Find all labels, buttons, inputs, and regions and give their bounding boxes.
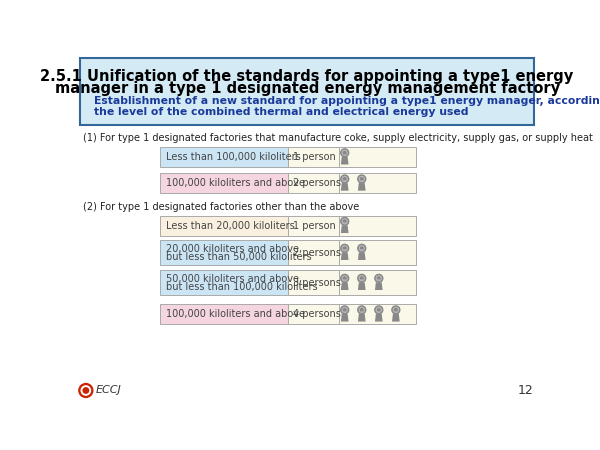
FancyBboxPatch shape [160, 173, 288, 194]
Polygon shape [375, 283, 383, 290]
FancyBboxPatch shape [80, 58, 534, 125]
Text: Establishment of a new standard for appointing a type1 energy manager, according: Establishment of a new standard for appo… [94, 96, 600, 106]
Circle shape [341, 274, 349, 282]
Circle shape [341, 306, 349, 314]
Text: 100,000 kiloliters and above: 100,000 kiloliters and above [166, 178, 305, 189]
Circle shape [375, 274, 383, 282]
Circle shape [358, 244, 366, 252]
Text: 1 person: 1 person [293, 220, 335, 231]
Text: 50,000 kiloliters and above,: 50,000 kiloliters and above, [166, 274, 302, 284]
Text: 12: 12 [518, 384, 534, 397]
Circle shape [375, 306, 383, 314]
Text: 1 person: 1 person [293, 152, 335, 162]
Circle shape [358, 175, 366, 183]
Circle shape [392, 306, 400, 314]
Circle shape [358, 306, 366, 314]
FancyBboxPatch shape [160, 304, 288, 324]
Circle shape [341, 217, 349, 225]
Text: but less than 50,000 kiloliters: but less than 50,000 kiloliters [166, 252, 311, 262]
Text: 20,000 kiloliters and above,: 20,000 kiloliters and above, [166, 244, 302, 254]
Polygon shape [341, 183, 349, 191]
FancyBboxPatch shape [288, 173, 338, 194]
FancyBboxPatch shape [338, 173, 416, 194]
Polygon shape [341, 314, 349, 322]
FancyBboxPatch shape [288, 304, 338, 324]
Polygon shape [341, 225, 349, 233]
FancyBboxPatch shape [288, 216, 338, 236]
Polygon shape [341, 252, 349, 260]
FancyBboxPatch shape [288, 270, 338, 295]
FancyBboxPatch shape [338, 240, 416, 265]
Polygon shape [341, 157, 349, 165]
Polygon shape [375, 314, 383, 322]
Polygon shape [341, 283, 349, 290]
Text: ECCJ: ECCJ [96, 386, 122, 396]
FancyBboxPatch shape [288, 240, 338, 265]
FancyBboxPatch shape [338, 216, 416, 236]
Text: (2) For type 1 designated factories other than the above: (2) For type 1 designated factories othe… [83, 202, 359, 212]
Circle shape [341, 149, 349, 157]
Text: Less than 100,000 kiloliters: Less than 100,000 kiloliters [166, 152, 301, 162]
Polygon shape [358, 314, 365, 322]
Polygon shape [358, 283, 365, 290]
Circle shape [358, 274, 366, 282]
Circle shape [341, 244, 349, 252]
Text: 100,000 kiloliters and above: 100,000 kiloliters and above [166, 309, 305, 319]
FancyBboxPatch shape [288, 147, 338, 167]
Circle shape [83, 388, 89, 393]
FancyBboxPatch shape [160, 270, 288, 295]
Text: 4 persons: 4 persons [293, 309, 341, 319]
Text: the level of the combined thermal and electrical energy used: the level of the combined thermal and el… [94, 107, 469, 117]
Text: 2 persons: 2 persons [293, 178, 341, 189]
Polygon shape [392, 314, 400, 322]
Polygon shape [358, 183, 365, 191]
FancyBboxPatch shape [338, 270, 416, 295]
Text: (1) For type 1 designated factories that manufacture coke, supply electricity, s: (1) For type 1 designated factories that… [83, 133, 593, 143]
Text: 3 persons: 3 persons [293, 278, 341, 288]
FancyBboxPatch shape [338, 147, 416, 167]
Circle shape [79, 383, 93, 397]
Text: 2 persons: 2 persons [293, 248, 341, 258]
Text: 2.5.1 Unification of the standards for appointing a type1 energy: 2.5.1 Unification of the standards for a… [40, 69, 574, 84]
FancyBboxPatch shape [338, 304, 416, 324]
Text: manager in a type 1 designated energy management factory: manager in a type 1 designated energy ma… [55, 81, 560, 96]
Text: Less than 20,000 kiloliters: Less than 20,000 kiloliters [166, 220, 295, 231]
FancyBboxPatch shape [160, 216, 288, 236]
Text: but less than 100,000 kiloliters: but less than 100,000 kiloliters [166, 282, 317, 292]
FancyBboxPatch shape [160, 240, 288, 265]
FancyBboxPatch shape [160, 147, 288, 167]
Circle shape [341, 175, 349, 183]
Polygon shape [358, 252, 365, 260]
Circle shape [81, 386, 91, 395]
